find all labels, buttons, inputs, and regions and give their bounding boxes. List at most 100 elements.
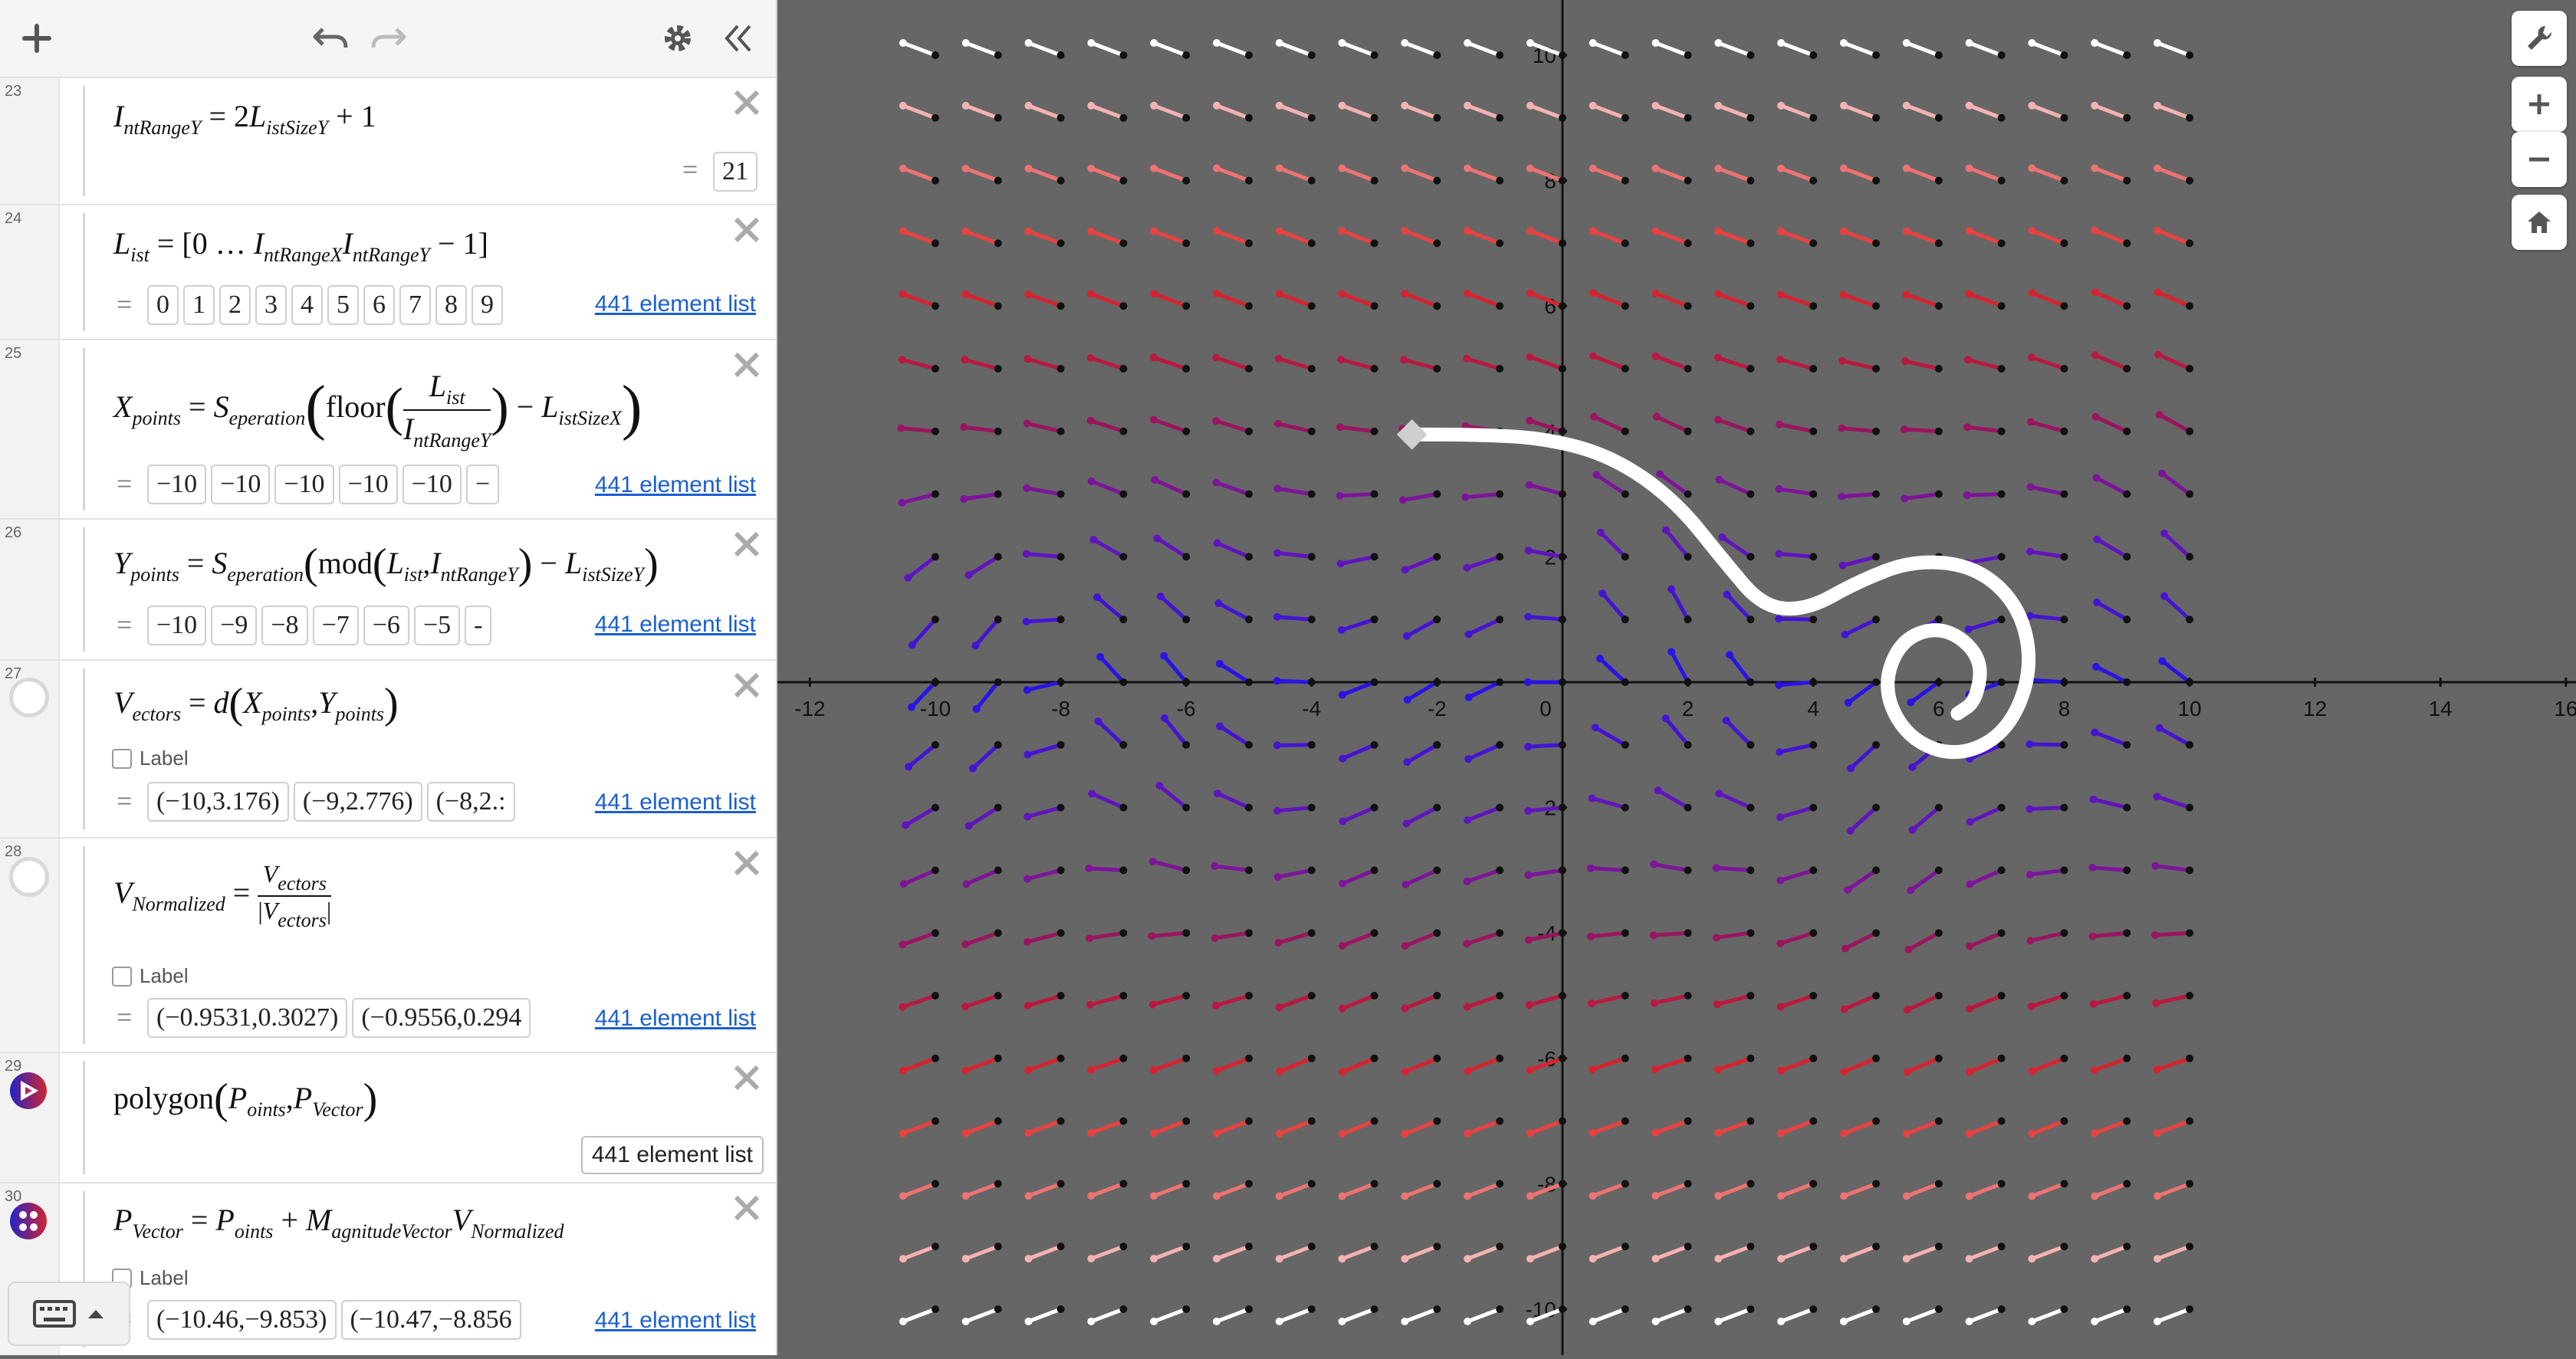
- vector-tip-point: [1589, 227, 1597, 235]
- element-list-result[interactable]: 441 element list: [580, 1136, 764, 1174]
- element-list-link[interactable]: 441 element list: [594, 1308, 756, 1333]
- wrench-icon[interactable]: [2512, 11, 2567, 66]
- formula-list[interactable]: List = [0 … IntRangeXIntRangeY − 1]: [113, 226, 488, 266]
- redo-icon[interactable]: [363, 14, 412, 63]
- vector-arrow: [1716, 1307, 1753, 1324]
- gear-icon[interactable]: [653, 14, 702, 63]
- vector-tip-point: [1403, 758, 1411, 766]
- vector-tip-point: [1726, 651, 1734, 659]
- label-checkbox[interactable]: Label: [112, 1266, 189, 1290]
- vector-base-point: [1684, 239, 1692, 248]
- vector-tip-point: [1464, 101, 1472, 110]
- vector-tip-point: [1212, 417, 1221, 425]
- element-list-link[interactable]: 441 element list: [594, 291, 756, 317]
- vector-arrow: [1967, 41, 2004, 57]
- vector-tip-point: [1150, 1129, 1158, 1137]
- double-chevron-left-icon[interactable]: [713, 14, 762, 63]
- vector-base-point: [994, 239, 1002, 248]
- vector-arrow: [1025, 421, 1063, 434]
- vector-tip-point: [1087, 1192, 1096, 1200]
- vector-tip-point: [1338, 290, 1346, 298]
- vector-arrow: [2095, 600, 2129, 622]
- vector-tip-point: [1524, 547, 1533, 555]
- visibility-toggle[interactable]: [9, 857, 49, 897]
- vector-tip-point: [1907, 886, 1915, 895]
- vector-tip-point: [1087, 101, 1096, 110]
- vector-arrow: [964, 103, 1001, 120]
- polygon-style-icon[interactable]: [9, 1072, 48, 1110]
- algebra-row-27[interactable]: 27 Vectors = d(Xpoints,Ypoints) Label = …: [0, 661, 776, 839]
- vector-tip-point: [2093, 535, 2101, 543]
- vector-tip-point: [1840, 1129, 1848, 1137]
- algebra-row-28[interactable]: 28 VNormalized = Vectors |Vectors| Label …: [0, 839, 776, 1053]
- delete-icon[interactable]: [730, 348, 764, 382]
- graphics-view[interactable]: -12-10-8-6-4-20246810121416108642-2-4-6-…: [777, 0, 2576, 1355]
- vector-tip-point: [1215, 659, 1224, 668]
- formula-p-vector[interactable]: PVector = Points + MagnitudeVectorVNorma…: [113, 1203, 564, 1242]
- vector-arrow: [1526, 868, 1565, 878]
- row-gutter: 26: [0, 520, 60, 659]
- vector-tip-point: [2027, 418, 2036, 426]
- vector-tip-point: [1463, 940, 1471, 948]
- delete-icon[interactable]: [730, 1061, 764, 1095]
- formula-int-range-y[interactable]: IntRangeY = 2ListSizeY + 1: [113, 99, 376, 139]
- algebra-row-29[interactable]: 29 polygon(Points,PVector) 441 element l…: [0, 1053, 776, 1183]
- zoom-in-icon[interactable]: [2512, 77, 2567, 132]
- vector-base-point: [1746, 1305, 1755, 1313]
- vector-base-point: [1684, 678, 1692, 686]
- vector-base-point: [1621, 866, 1629, 875]
- vector-arrow: [1528, 228, 1565, 245]
- visibility-toggle[interactable]: [9, 678, 49, 717]
- vector-arrow: [1528, 166, 1565, 183]
- result-value: 21: [713, 152, 757, 192]
- vector-arrow: [1465, 554, 1502, 570]
- vector-arrow: [1664, 528, 1691, 559]
- delete-icon[interactable]: [730, 1191, 764, 1225]
- label-checkbox[interactable]: Label: [112, 964, 189, 988]
- graph-canvas[interactable]: -12-10-8-6-4-20246810121416108642-2-4-6-…: [777, 0, 2576, 1355]
- algebra-row-26[interactable]: 26 Ypoints = Seperation(mod(List,IntRang…: [0, 520, 776, 661]
- undo-icon[interactable]: [307, 14, 356, 63]
- formula-v-normalized[interactable]: VNormalized = Vectors |Vectors|: [113, 860, 332, 931]
- element-list-link[interactable]: 441 element list: [594, 789, 756, 815]
- delete-icon[interactable]: [730, 86, 764, 120]
- formula-x-points[interactable]: Xpoints = Seperation(floor(List IntRangeY…: [113, 369, 642, 451]
- label-checkbox[interactable]: Label: [112, 747, 189, 770]
- element-list-link[interactable]: 441 element list: [594, 1006, 756, 1031]
- formula-y-points[interactable]: Ypoints = Seperation(mod(List,IntRangeY)…: [113, 540, 659, 588]
- checkbox[interactable]: [112, 748, 132, 769]
- plus-icon[interactable]: [12, 14, 61, 63]
- vector-arrow: [1658, 471, 1691, 497]
- vector-arrow: [967, 554, 1001, 577]
- vector-base-point: [2186, 740, 2193, 749]
- point-style-icon[interactable]: [9, 1202, 48, 1240]
- element-list-link[interactable]: 441 element list: [594, 472, 756, 497]
- formula-polygon[interactable]: polygon(Points,PVector): [113, 1075, 378, 1123]
- vector-base-point: [1684, 1117, 1692, 1125]
- list-item: (−0.9556,0.294: [352, 998, 531, 1038]
- checkbox[interactable]: [112, 966, 132, 986]
- element-list-link[interactable]: 441 element list: [594, 612, 756, 637]
- vector-arrow: [1526, 931, 1565, 942]
- algebra-row-24[interactable]: 24 List = [0 … IntRangeXIntRangeY − 1] =…: [0, 205, 776, 340]
- vector-tip-point: [1150, 290, 1158, 298]
- home-icon[interactable]: [2512, 195, 2567, 250]
- zoom-out-icon[interactable]: [2512, 132, 2567, 187]
- vector-tip-point: [2027, 1002, 2036, 1010]
- vector-base-point: [1119, 490, 1128, 498]
- algebra-row-25[interactable]: 25 Xpoints = Seperation(floor(List IntRan…: [0, 340, 776, 520]
- delete-icon[interactable]: [730, 668, 764, 702]
- vector-tip-point: [1023, 484, 1031, 492]
- algebra-row-30[interactable]: 30 PVector = Points + MagnitudeVectorVNo…: [0, 1183, 776, 1355]
- vector-arrow: [2029, 993, 2066, 1009]
- vector-tip-point: [1088, 789, 1096, 798]
- delete-icon[interactable]: [730, 527, 764, 561]
- vector-arrow: [964, 1307, 1001, 1324]
- vector-arrow: [1152, 291, 1188, 308]
- delete-icon[interactable]: [730, 213, 764, 247]
- algebra-row-23[interactable]: 23 IntRangeY = 2ListSizeY + 1 = 21: [0, 78, 776, 205]
- delete-icon[interactable]: [730, 846, 764, 880]
- vector-tip-point: [2158, 469, 2167, 478]
- formula-vectors[interactable]: Vectors = d(Xpoints,Ypoints): [113, 680, 399, 727]
- keyboard-toggle[interactable]: [8, 1282, 130, 1346]
